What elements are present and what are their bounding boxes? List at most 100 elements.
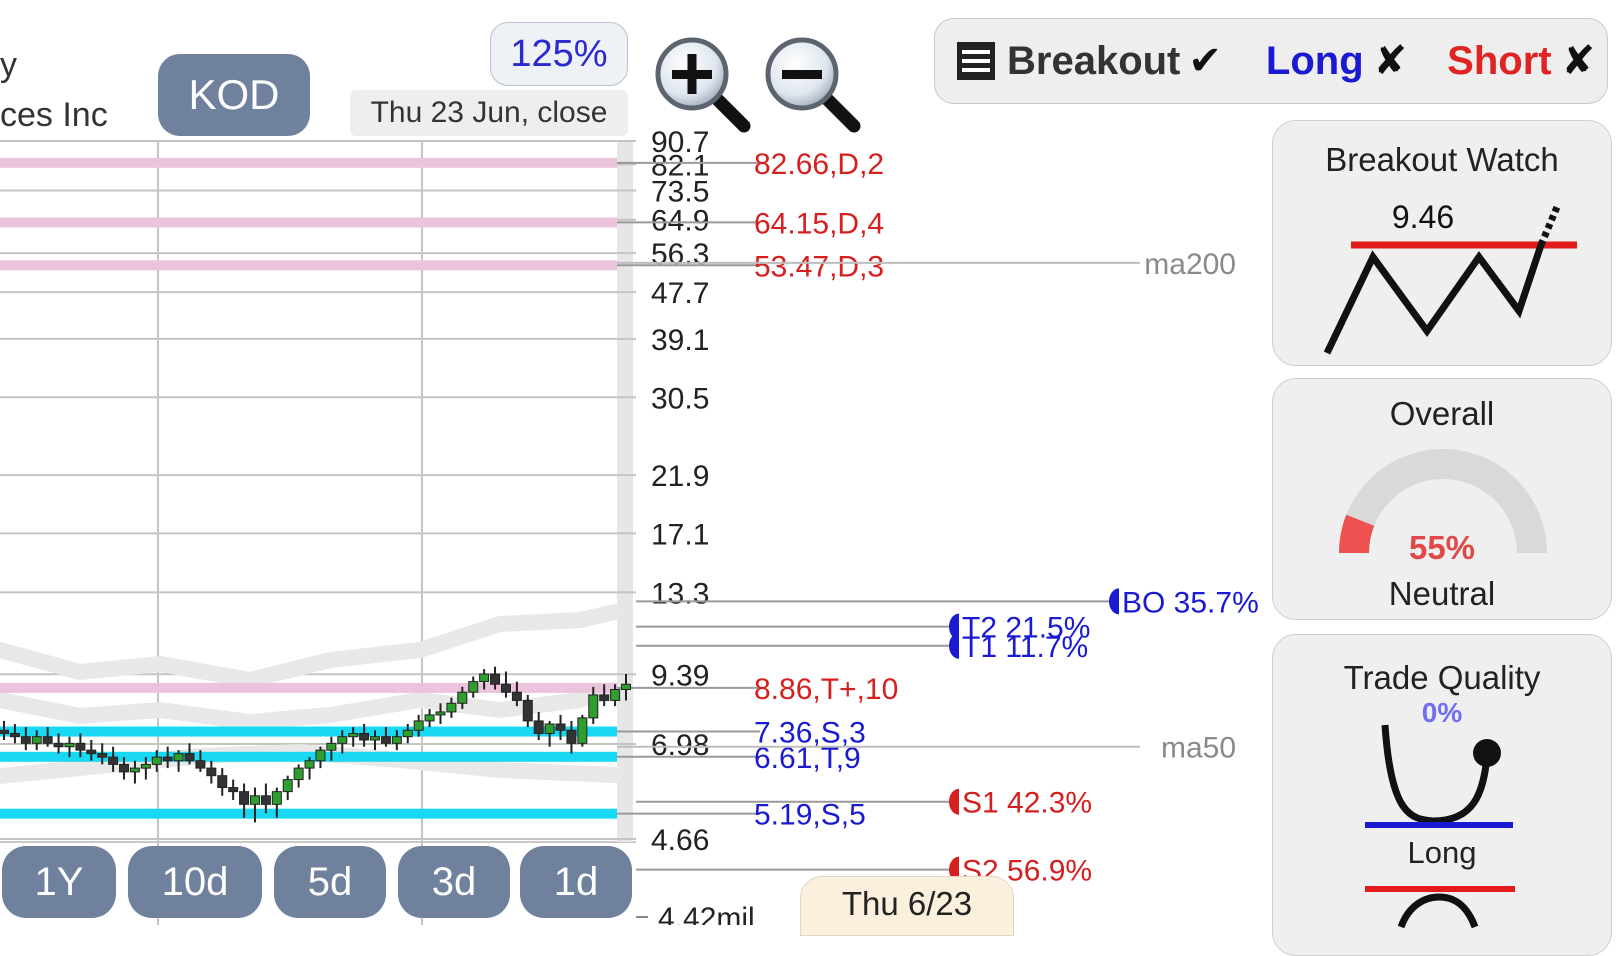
- candle-body: [53, 742, 64, 748]
- target-label: BO 35.7%: [1122, 586, 1259, 619]
- range-button-1d[interactable]: 1d: [520, 846, 632, 918]
- y-axis-tick-label: 30.5: [651, 382, 709, 415]
- y-axis-tick-label: 21.9: [651, 460, 709, 493]
- target-marker-icon: [949, 613, 959, 640]
- check-icon: ✔: [1188, 39, 1222, 83]
- strategy-short[interactable]: Short ✘: [1447, 38, 1595, 84]
- candle-body: [217, 775, 228, 789]
- candle-body: [304, 760, 315, 769]
- candle-body: [228, 787, 239, 793]
- y-axis-tick-label: 17.1: [651, 518, 709, 551]
- candle-body: [370, 736, 381, 741]
- support-level-label: 5.19,S,5: [754, 799, 866, 832]
- trade-quality-panel[interactable]: Trade Quality 0% Long: [1272, 634, 1612, 956]
- candle-body: [337, 736, 348, 744]
- candle-body: [151, 756, 162, 765]
- candle-body: [326, 742, 337, 751]
- support-band: [0, 808, 617, 819]
- resistance-level-label: 53.47,D,3: [754, 250, 884, 283]
- candle-body: [249, 795, 260, 805]
- candle-body: [0, 729, 9, 734]
- candle-body: [577, 717, 588, 744]
- candle-body: [42, 736, 53, 744]
- y-axis-tick-label: 73.5: [651, 175, 709, 208]
- candle-body: [424, 714, 435, 722]
- target-label: T1 11.7%: [962, 631, 1088, 664]
- candle-body: [544, 723, 555, 734]
- strategy-long[interactable]: Long ✘: [1266, 38, 1407, 84]
- chart-scrollbar-track: [617, 141, 633, 842]
- candle-body: [64, 742, 75, 748]
- range-button-3d[interactable]: 3d: [398, 846, 510, 918]
- short-label: Short: [1447, 38, 1552, 83]
- candle-body: [31, 736, 42, 744]
- menu-icon[interactable]: [957, 42, 995, 80]
- company-name-line2: ces Inc: [0, 96, 108, 134]
- y-axis-tick-label: 4.66: [651, 824, 709, 857]
- candle-body: [195, 760, 206, 769]
- overall-title: Overall: [1389, 395, 1495, 432]
- breakout-pattern-icon: [1323, 205, 1577, 355]
- candle-body: [108, 756, 119, 765]
- candle-body: [479, 673, 490, 683]
- trade-quality-title: Trade Quality: [1343, 659, 1541, 696]
- target-label: T2 21.5%: [962, 612, 1090, 645]
- candle-body: [522, 699, 533, 722]
- zoom-in-icon[interactable]: [652, 34, 752, 134]
- candle-body: [621, 683, 631, 691]
- zoom-out-icon[interactable]: [762, 34, 862, 134]
- candle-body: [293, 767, 304, 781]
- cross-icon: ✘: [1561, 39, 1596, 83]
- candle-body: [271, 791, 282, 805]
- candle-body: [9, 732, 20, 738]
- candle-body: [184, 753, 195, 762]
- chart-date-badge: Thu 23 Jun, close: [350, 90, 628, 136]
- cross-icon: ✘: [1373, 39, 1408, 83]
- candle-body: [533, 720, 544, 734]
- range-button-10d[interactable]: 10d: [128, 846, 262, 918]
- candle-body: [457, 691, 468, 704]
- breakout-watch-panel[interactable]: Breakout Watch 9.46: [1272, 120, 1612, 366]
- overall-gauge: [1339, 449, 1547, 553]
- overall-panel[interactable]: Overall 55% Neutral: [1272, 378, 1612, 620]
- resistance-band: [0, 157, 617, 168]
- overall-percent: 55%: [1408, 529, 1476, 566]
- candle-body: [282, 779, 293, 793]
- breakout-watch-title: Breakout Watch: [1325, 141, 1559, 178]
- candle-body: [20, 736, 31, 744]
- candle-body: [468, 681, 479, 693]
- resistance-level-label: 82.66,D,2: [754, 148, 884, 181]
- candle-body: [446, 702, 457, 713]
- strategy-bar: Breakout ✔ Long ✘ Short ✘: [934, 18, 1608, 104]
- resistance-level-label: 64.15,D,4: [754, 207, 884, 240]
- zoom-level-badge[interactable]: 125%: [490, 22, 628, 86]
- target-marker-icon: [949, 632, 959, 659]
- ma-shadow-band: [0, 682, 623, 731]
- y-axis-tick-label: 13.3: [651, 577, 709, 610]
- target-label: S1 42.3%: [962, 787, 1092, 820]
- gauge-indicator: [1339, 514, 1375, 553]
- candle-body: [435, 711, 446, 716]
- trade-quality-percent: 0%: [1421, 697, 1463, 728]
- range-button-1y[interactable]: 1Y: [2, 846, 116, 918]
- candle-body: [380, 736, 391, 744]
- candle-body: [129, 767, 140, 773]
- moving-average-label: ma50: [1161, 732, 1236, 765]
- strategy-breakout[interactable]: Breakout ✔: [1007, 38, 1222, 84]
- candle-body: [610, 689, 621, 701]
- candle-body: [511, 691, 522, 701]
- candle-body: [173, 753, 184, 762]
- y-axis-tick-label: 47.7: [651, 277, 709, 310]
- candle-body: [413, 720, 424, 731]
- price-chart: 90.782.173.564.956.347.739.130.521.917.1…: [0, 126, 1259, 925]
- ticker-badge[interactable]: KOD: [158, 54, 310, 136]
- trade-quality-label: Long: [1407, 835, 1477, 870]
- target-marker-icon: [1109, 588, 1119, 615]
- range-button-5d[interactable]: 5d: [274, 846, 386, 918]
- y-axis-tick-label: 90.7: [651, 126, 709, 159]
- candle-body: [315, 749, 326, 762]
- bottom-date-tab[interactable]: Thu 6/23: [800, 876, 1014, 936]
- ma-shadow-band: [0, 604, 623, 689]
- candle-body: [391, 736, 402, 744]
- candle-body: [97, 753, 108, 758]
